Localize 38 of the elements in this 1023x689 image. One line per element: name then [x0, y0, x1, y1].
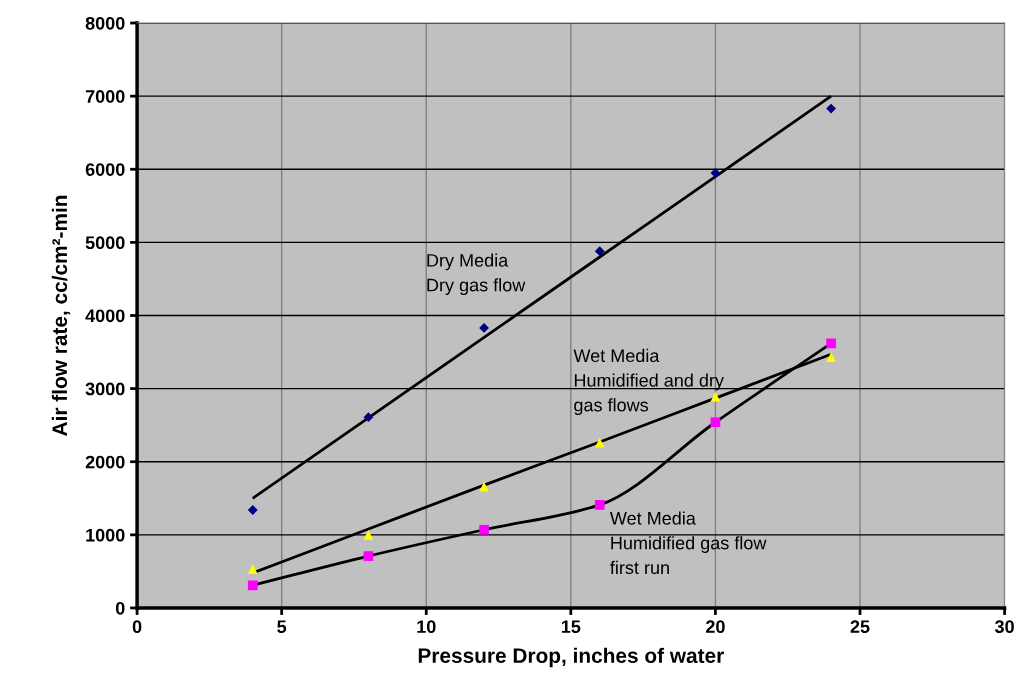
y-tick-label: 6000 — [85, 163, 125, 176]
x-tick-label: 20 — [706, 620, 725, 634]
x-tick-label: 15 — [561, 620, 581, 634]
point — [247, 564, 258, 575]
point — [826, 352, 836, 363]
point — [594, 500, 605, 510]
point — [710, 417, 721, 428]
y-tick-label: 1000 — [86, 528, 125, 542]
point — [594, 246, 605, 257]
y-tick-label: 5000 — [85, 236, 125, 250]
point — [479, 524, 489, 535]
y-tick-label: 2000 — [85, 455, 125, 469]
y-tick-label: 4000 — [85, 309, 125, 323]
point — [826, 103, 836, 114]
y-tick-label: 0 — [115, 601, 125, 615]
point — [594, 437, 605, 448]
point — [247, 580, 258, 591]
x-tick-label: 5 — [277, 620, 287, 634]
y-tick-label: 3000 — [85, 382, 125, 396]
x-tick-label: 30 — [994, 620, 1014, 634]
point — [710, 391, 721, 402]
annotation: Wet Media Humidified and dry gas flows — [573, 348, 724, 416]
point — [363, 412, 374, 423]
point — [363, 551, 374, 561]
x-tick-label: 10 — [417, 620, 436, 634]
y-tick-label: 8000 — [85, 16, 125, 30]
y-axis-title: Air flow rate, cc/cm²-min — [51, 195, 71, 436]
x-tick-label: 0 — [132, 620, 142, 634]
point — [479, 323, 489, 333]
point — [710, 168, 721, 178]
point — [826, 338, 836, 349]
point — [363, 529, 374, 540]
x-tick-label: 25 — [850, 620, 870, 634]
point — [247, 505, 258, 515]
annotation: Dry Media Dry gas flow — [427, 253, 526, 295]
y-tick-label: 7000 — [85, 90, 125, 103]
x-axis-title: Pressure Drop, inches of water — [418, 647, 724, 668]
annotation: Wet Media Humidified gas flow first run — [609, 511, 767, 575]
